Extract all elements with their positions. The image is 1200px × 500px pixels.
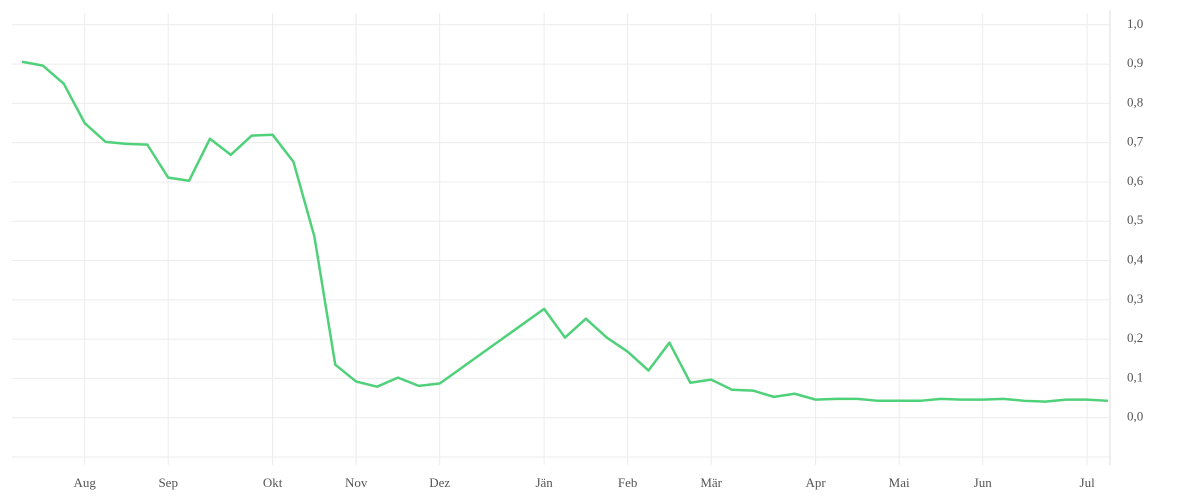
- y-tick-label: 0,4: [1127, 252, 1144, 267]
- x-tick-label: Apr: [806, 475, 827, 490]
- x-tick-label: Jul: [1080, 475, 1096, 490]
- x-tick-label: Nov: [345, 475, 368, 490]
- y-tick-label: 0,3: [1127, 291, 1143, 306]
- y-tick-label: 0,1: [1127, 369, 1143, 384]
- x-tick-label: Aug: [73, 475, 96, 490]
- x-tick-label: Mär: [700, 475, 722, 490]
- line: [21, 60, 1109, 403]
- x-tick-label: Jän: [535, 475, 553, 490]
- y-tick-label: 0,6: [1127, 173, 1144, 188]
- y-tick-label: 0,9: [1127, 55, 1143, 70]
- y-tick-label: 1,0: [1127, 16, 1143, 31]
- x-tick-label: Mai: [889, 475, 910, 490]
- x-tick-label: Okt: [263, 475, 283, 490]
- y-tick-label: 0,7: [1127, 134, 1144, 149]
- y-tick-label: 0,0: [1127, 409, 1143, 424]
- y-tick-label: 0,2: [1127, 330, 1143, 345]
- y-tick-label: 0,5: [1127, 212, 1143, 227]
- x-tick-label: Jun: [974, 475, 993, 490]
- y-tick-label: 0,8: [1127, 94, 1143, 109]
- x-tick-label: Sep: [158, 475, 178, 490]
- x-tick-label: Feb: [618, 475, 638, 490]
- x-tick-label: Dez: [429, 475, 450, 490]
